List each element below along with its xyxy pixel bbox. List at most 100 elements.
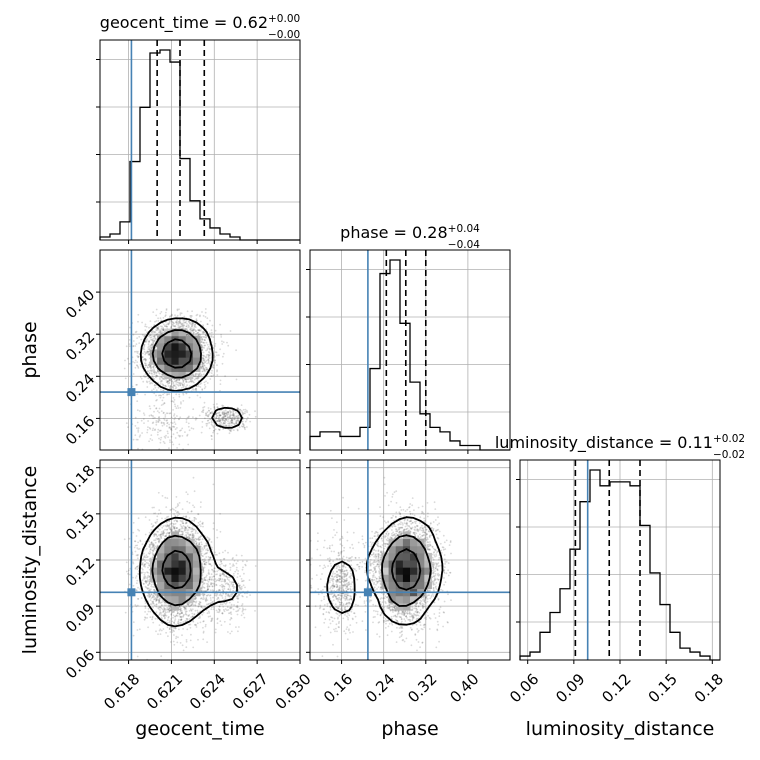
sample-point [154,320,156,323]
sample-point [152,338,155,340]
sample-point [177,434,180,437]
sample-point [218,420,221,423]
sample-point [138,435,141,438]
sample-point [197,329,200,331]
sample-point [153,378,156,380]
sample-point [196,375,199,378]
sample-point [218,411,221,414]
sample-point [202,370,204,373]
sample-point [216,354,218,357]
sample-point [158,372,161,375]
sample-point [207,603,210,606]
sample-point [192,427,195,430]
density-cell [164,357,172,365]
sample-point [226,410,229,413]
sample-point [205,414,208,417]
sample-point [160,394,163,397]
sample-point [169,385,172,388]
sample-point [125,422,128,425]
sample-point [201,389,204,391]
sample-point [219,409,221,412]
sample-point [161,399,164,402]
sample-point [207,594,210,596]
sample-point [204,576,206,579]
sample-point [158,416,161,418]
sample-point [192,322,195,325]
sample-point [194,540,197,543]
sample-point [156,328,159,331]
sample-point [153,364,156,367]
sample-point [235,415,238,417]
sample-point [155,376,157,378]
sample-point [162,327,165,329]
sample-point [167,323,170,326]
sample-point [249,420,252,423]
sample-point [147,350,149,353]
sample-point [145,325,148,328]
sample-point [136,361,139,363]
sample-point [186,603,189,606]
sample-point [222,415,225,418]
sample-point [204,339,206,342]
sample-point [162,374,165,376]
sample-point [218,594,221,597]
sample-point [208,354,211,356]
sample-point [144,362,147,365]
sample-point [191,310,194,313]
sample-point [232,414,235,417]
sample-point [160,311,163,313]
sample-point [148,345,151,347]
sample-point [157,428,160,431]
sample-point [223,411,226,414]
sample-point [168,426,171,428]
sample-point [155,326,158,329]
sample-point [229,429,232,432]
sample-point [200,345,203,348]
sample-point [148,340,151,343]
y-tick-label: 0.40 [62,286,98,322]
sample-point [171,441,174,443]
sample-point [237,408,240,410]
sample-point [235,416,238,419]
sample-point [241,560,244,563]
sample-point [144,575,147,578]
sample-point [176,309,179,312]
sample-point [242,417,245,420]
sample-point [160,436,163,439]
density-cell [171,342,180,351]
sample-point [185,418,188,421]
sample-point [166,381,169,384]
sample-point [186,536,189,538]
sample-point [126,357,129,360]
sample-point [169,426,172,429]
density-cell [192,342,201,351]
sample-point [222,416,224,418]
sample-point [170,428,173,430]
sample-point [151,429,154,432]
sample-point [148,363,151,366]
sample-point [198,329,201,332]
sample-point [168,427,171,429]
sample-point [212,336,215,338]
sample-point [166,425,168,427]
sample-point [210,421,213,424]
sample-point [203,336,206,338]
sample-point [147,346,150,349]
sample-point [154,512,157,515]
sample-point [219,609,221,611]
sample-point [160,333,163,335]
sample-point [141,579,144,582]
sample-point [153,535,156,538]
sample-point [136,421,139,424]
sample-point [178,382,181,385]
sample-point [148,427,151,429]
sample-point [146,366,149,369]
sample-point [225,424,227,427]
sample-point [135,343,138,345]
sample-point [141,356,144,358]
sample-point [170,613,173,616]
sample-point [178,321,180,324]
sample-point [168,393,171,396]
sample-point [169,379,172,382]
